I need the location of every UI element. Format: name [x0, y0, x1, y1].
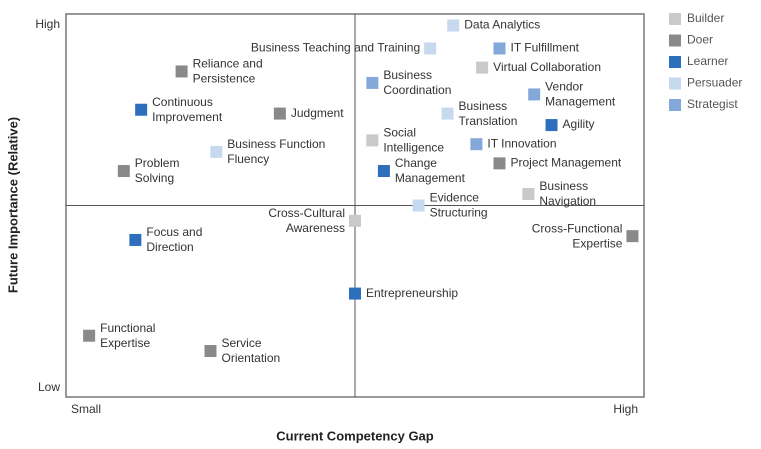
point-marker — [528, 88, 541, 101]
point-marker — [135, 103, 148, 116]
point-marker — [377, 165, 390, 178]
point-marker — [117, 165, 130, 178]
point-label: Business — [539, 179, 588, 193]
point-label: Evidence — [430, 191, 480, 205]
point-label: Project Management — [511, 156, 622, 170]
x-axis-title: Current Competency Gap — [276, 428, 434, 443]
point-label: Business — [383, 68, 432, 82]
point-marker — [210, 145, 223, 158]
point-marker — [273, 107, 286, 120]
point-marker — [522, 188, 535, 201]
x-tick-label: Small — [71, 402, 101, 416]
point-marker — [424, 42, 437, 55]
point-marker — [175, 65, 188, 78]
point-marker — [83, 329, 96, 342]
point-marker — [366, 76, 379, 89]
point-label: Solving — [135, 171, 174, 185]
point-label: Coordination — [383, 83, 451, 97]
point-label: Persistence — [193, 72, 256, 86]
point-label: Change — [395, 156, 437, 170]
point-label: Problem — [135, 156, 180, 170]
point-label: Management — [395, 171, 466, 185]
point-marker — [204, 345, 217, 358]
legend-label: Learner — [687, 54, 728, 68]
point-marker — [447, 19, 460, 32]
legend-label: Doer — [687, 33, 713, 47]
point-marker — [349, 287, 361, 300]
point-label: Intelligence — [383, 141, 444, 155]
point-label: Reliance and — [193, 57, 263, 71]
point-marker — [470, 138, 483, 151]
point-label: Expertise — [100, 336, 150, 350]
legend-swatch — [669, 99, 681, 111]
point-label: Business Function — [227, 137, 325, 151]
point-label: Fluency — [227, 152, 269, 166]
point-label: Judgment — [291, 106, 344, 120]
point-marker — [412, 199, 425, 212]
point-marker — [441, 107, 454, 120]
point-marker — [545, 119, 558, 132]
point-label: Continuous — [152, 95, 213, 109]
point-marker — [129, 233, 142, 246]
point-label: Improvement — [152, 110, 223, 124]
point-label: Expertise — [572, 236, 622, 250]
point-label: Service — [222, 336, 262, 350]
point-label: Cross-Functional — [532, 221, 623, 235]
point-marker — [366, 134, 379, 147]
point-label: IT Innovation — [487, 136, 556, 150]
point-label: Structuring — [430, 206, 488, 220]
point-label: Cross-Cultural — [268, 206, 345, 220]
point-marker — [493, 42, 506, 55]
point-label: Translation — [458, 114, 517, 128]
y-tick-label: High — [35, 17, 60, 31]
y-axis-title: Future Importance (Relative) — [5, 117, 20, 293]
point-label: Virtual Collaboration — [493, 60, 601, 74]
point-label: Data Analytics — [464, 18, 540, 32]
point-label: Social — [383, 126, 416, 140]
point-label: Orientation — [222, 351, 281, 365]
point-label: Management — [545, 95, 616, 109]
point-label: Business — [458, 99, 507, 113]
point-label: IT Fulfillment — [511, 41, 580, 55]
point-label: Navigation — [539, 194, 596, 208]
point-label: Focus and — [146, 225, 202, 239]
y-tick-label: Low — [38, 380, 60, 394]
point-label: Direction — [146, 240, 193, 254]
legend-label: Builder — [687, 11, 724, 25]
point-label: Functional — [100, 321, 155, 335]
point-label: Vendor — [545, 80, 583, 94]
point-marker — [349, 214, 361, 227]
point-marker — [476, 61, 489, 74]
point-marker — [493, 157, 506, 170]
legend-swatch — [669, 34, 681, 47]
point-marker — [626, 230, 639, 243]
legend-swatch — [669, 77, 681, 90]
x-tick-label: High — [613, 402, 638, 416]
legend-label: Persuader — [687, 76, 742, 90]
legend-swatch — [669, 56, 681, 68]
point-label: Entrepreneurship — [366, 286, 458, 300]
point-label: Agility — [563, 117, 595, 131]
legend-swatch — [669, 13, 681, 25]
point-label: Business Teaching and Training — [251, 41, 420, 55]
point-label: Awareness — [286, 221, 345, 235]
legend-label: Strategist — [687, 97, 738, 111]
